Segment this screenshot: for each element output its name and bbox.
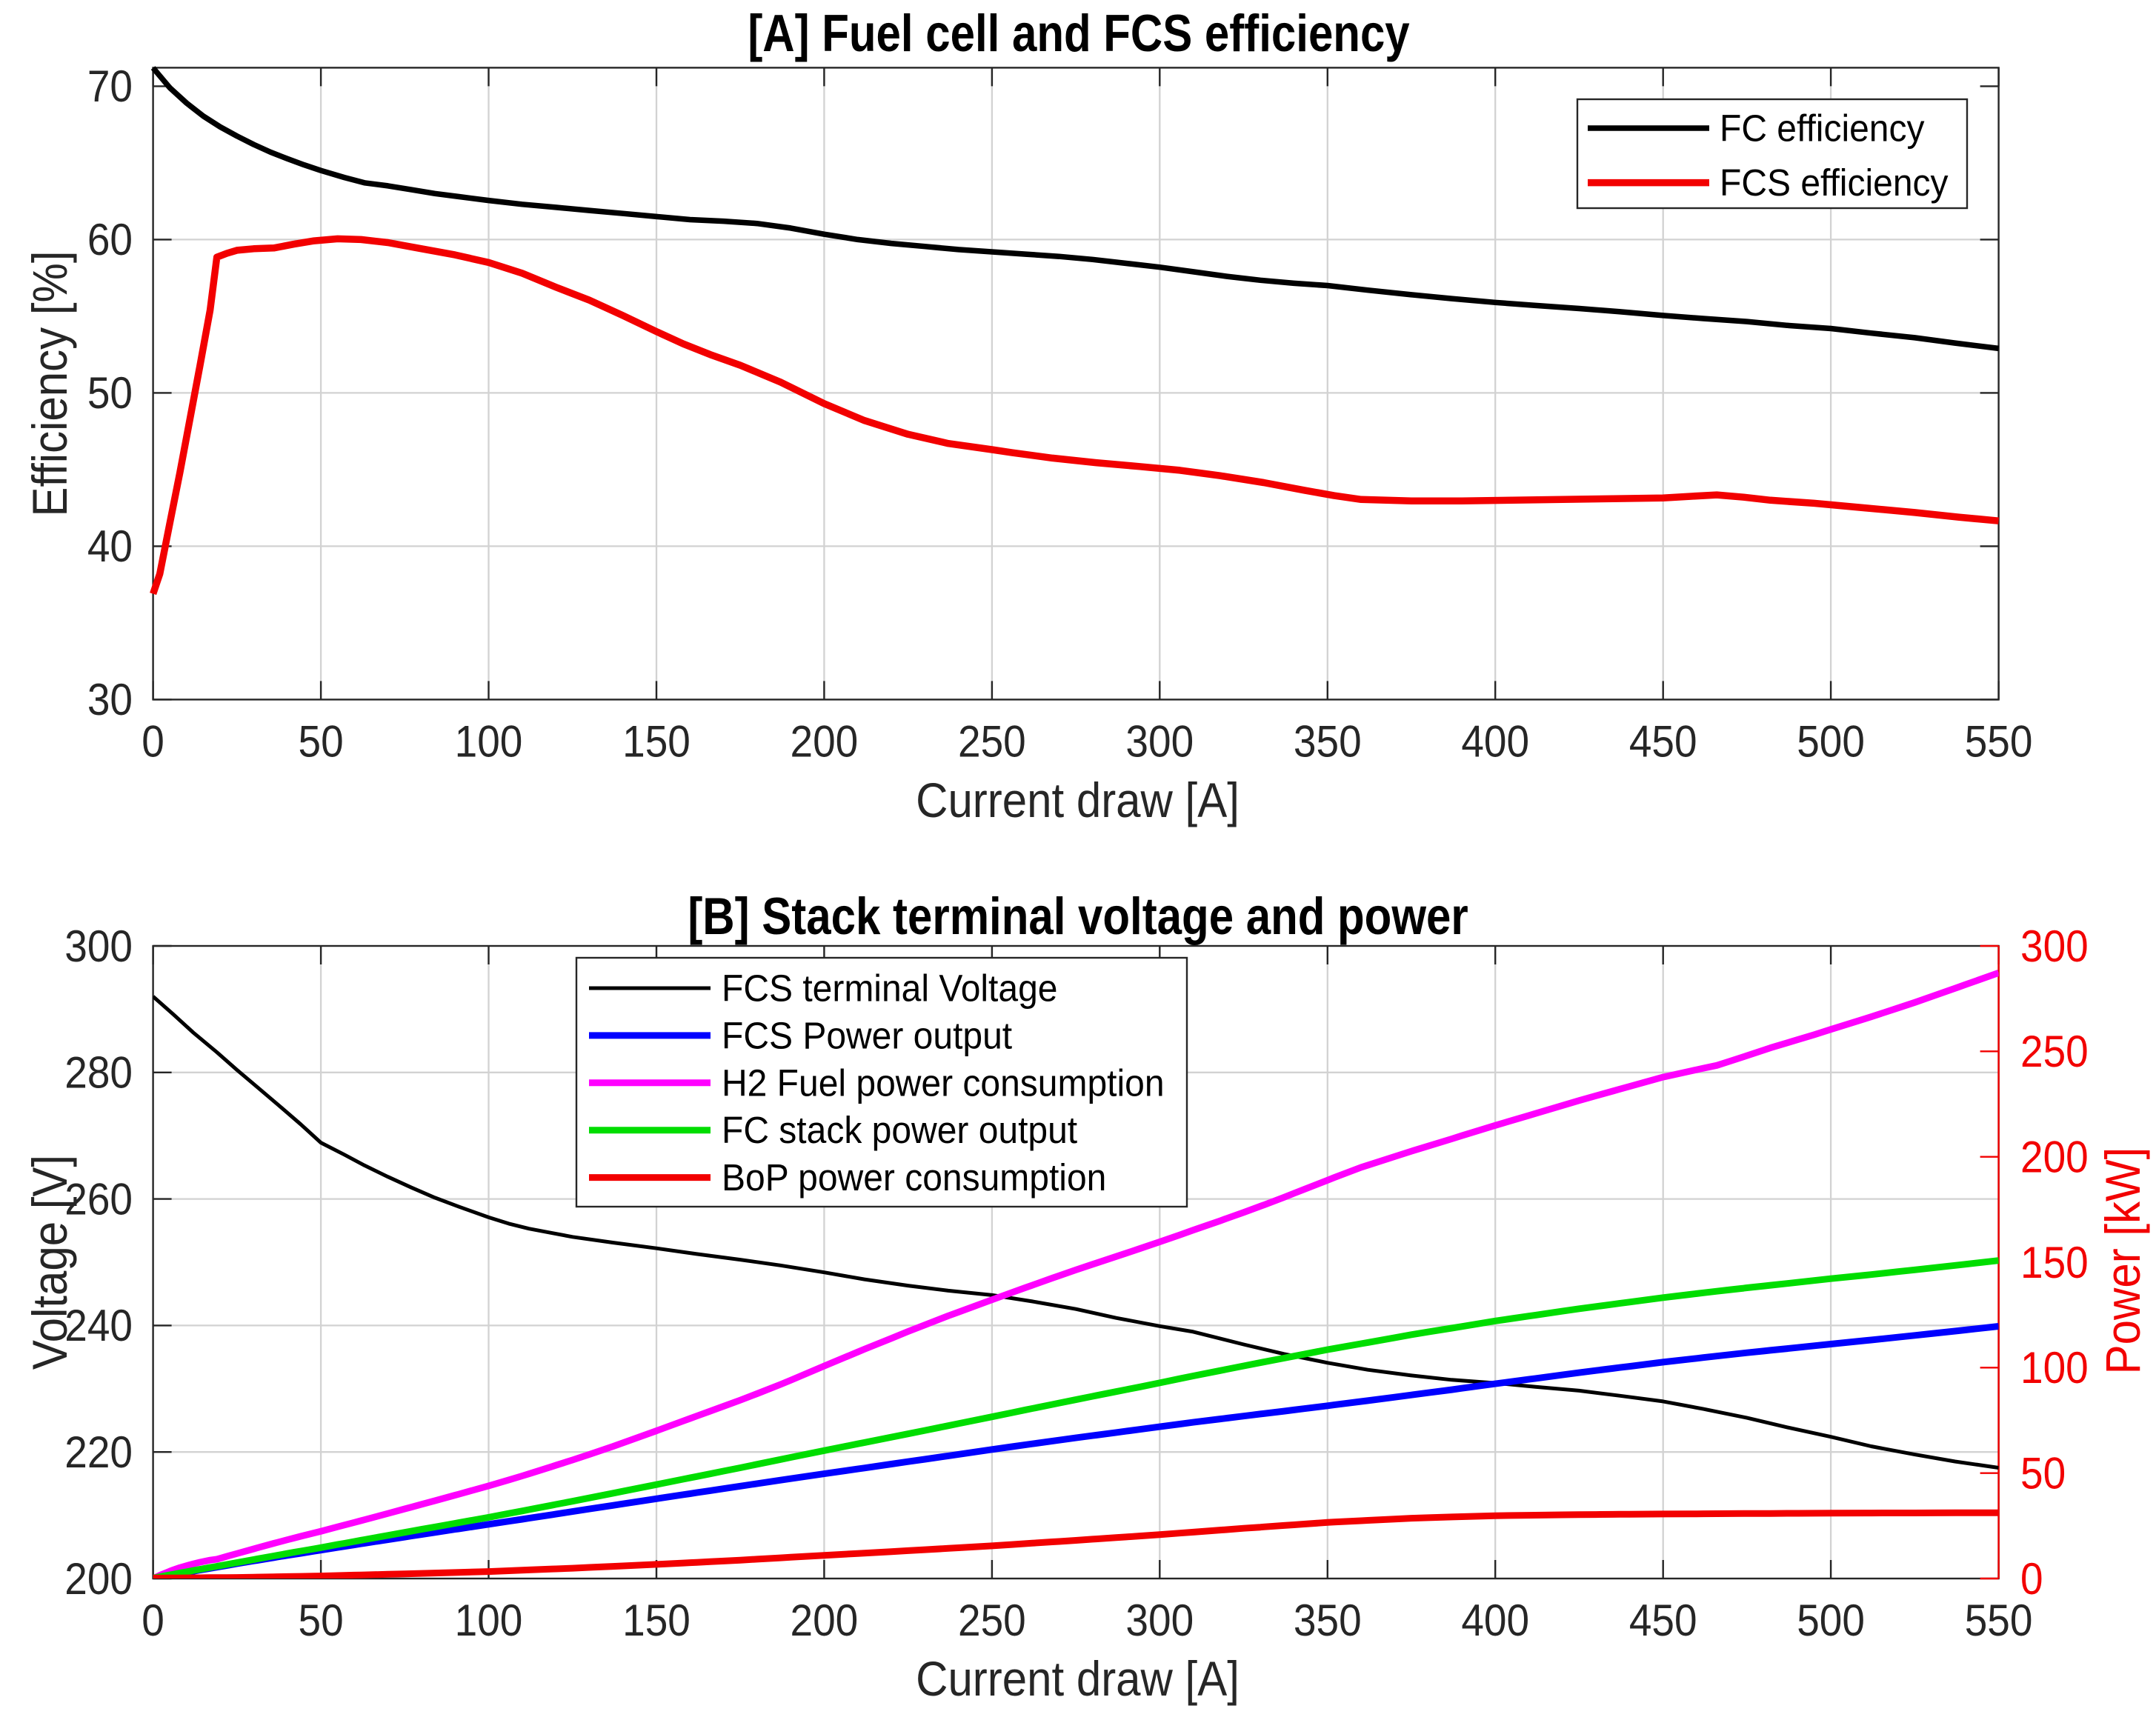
- svg-text:Voltage [V]: Voltage [V]: [23, 1155, 77, 1370]
- svg-text:50: 50: [2020, 1449, 2066, 1499]
- svg-text:500: 500: [1797, 1596, 1865, 1646]
- svg-text:350: 350: [1294, 717, 1362, 767]
- svg-text:240: 240: [64, 1301, 133, 1351]
- svg-text:200: 200: [791, 717, 859, 767]
- svg-text:400: 400: [1461, 717, 1529, 767]
- svg-text:100: 100: [455, 717, 523, 767]
- svg-text:FCS Power output: FCS Power output: [722, 1015, 1012, 1057]
- svg-text:500: 500: [1797, 717, 1865, 767]
- svg-text:200: 200: [2020, 1133, 2089, 1182]
- svg-text:50: 50: [87, 369, 133, 419]
- svg-text:300: 300: [1125, 1596, 1194, 1646]
- svg-text:350: 350: [1294, 1596, 1362, 1646]
- svg-text:220: 220: [64, 1428, 133, 1478]
- svg-text:100: 100: [455, 1596, 523, 1646]
- svg-text:300: 300: [64, 921, 133, 971]
- svg-text:550: 550: [1965, 717, 2033, 767]
- svg-text:200: 200: [64, 1554, 133, 1604]
- svg-text:[B] Stack terminal voltage and: [B] Stack terminal voltage and power: [688, 887, 1468, 945]
- svg-text:150: 150: [622, 717, 691, 767]
- svg-text:FCS terminal Voltage: FCS terminal Voltage: [722, 967, 1057, 1010]
- svg-text:Current draw [A]: Current draw [A]: [916, 1652, 1240, 1706]
- svg-text:BoP power consumption: BoP power consumption: [722, 1157, 1106, 1199]
- svg-text:300: 300: [1125, 717, 1194, 767]
- svg-text:150: 150: [2020, 1238, 2089, 1287]
- svg-text:450: 450: [1629, 717, 1697, 767]
- svg-text:FCS efficiency: FCS efficiency: [1720, 162, 1949, 204]
- svg-text:0: 0: [142, 1596, 164, 1646]
- svg-text:100: 100: [2020, 1344, 2089, 1393]
- svg-text:60: 60: [87, 216, 133, 265]
- svg-text:300: 300: [2020, 921, 2089, 971]
- svg-text:50: 50: [299, 717, 344, 767]
- svg-text:50: 50: [299, 1596, 344, 1646]
- svg-text:450: 450: [1629, 1596, 1697, 1646]
- svg-text:280: 280: [64, 1048, 133, 1098]
- svg-text:550: 550: [1965, 1596, 2033, 1646]
- svg-text:Current draw [A]: Current draw [A]: [916, 773, 1240, 827]
- svg-text:0: 0: [142, 717, 164, 767]
- svg-text:Efficiency [%]: Efficiency [%]: [23, 251, 77, 517]
- svg-text:FC stack power output: FC stack power output: [722, 1110, 1077, 1152]
- svg-text:260: 260: [64, 1175, 133, 1224]
- svg-text:40: 40: [87, 522, 133, 572]
- svg-text:0: 0: [2020, 1554, 2043, 1604]
- svg-text:70: 70: [87, 62, 133, 112]
- svg-text:250: 250: [958, 1596, 1026, 1646]
- svg-text:250: 250: [958, 717, 1026, 767]
- svg-text:[A] Fuel cell and FCS efficien: [A] Fuel cell and FCS efficiency: [748, 4, 1410, 62]
- svg-text:200: 200: [791, 1596, 859, 1646]
- svg-text:30: 30: [87, 676, 133, 725]
- svg-text:400: 400: [1461, 1596, 1529, 1646]
- svg-text:150: 150: [622, 1596, 691, 1646]
- svg-text:250: 250: [2020, 1027, 2089, 1077]
- svg-text:FC efficiency: FC efficiency: [1720, 107, 1925, 150]
- svg-text:H2 Fuel power consumption: H2 Fuel power consumption: [722, 1062, 1165, 1104]
- svg-text:Power [kW]: Power [kW]: [2096, 1147, 2150, 1375]
